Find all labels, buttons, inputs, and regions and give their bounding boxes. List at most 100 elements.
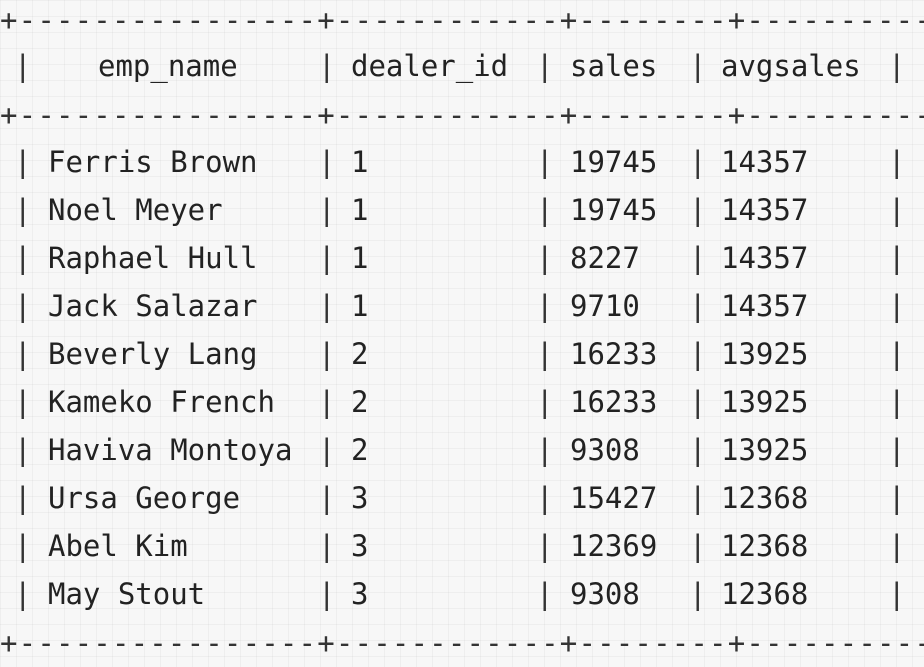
column-separator: | — [689, 385, 707, 419]
cell-dealer-id: 1 — [351, 241, 369, 275]
cell-dealer-id: 1 — [351, 145, 369, 179]
column-separator: | — [536, 49, 554, 83]
column-separator: | — [14, 289, 32, 323]
column-separator: | — [536, 337, 554, 371]
cell-avgsales: 13925 — [721, 433, 809, 467]
header-avgsales: avgsales — [721, 49, 861, 83]
column-separator: | — [536, 529, 554, 563]
column-separator: | — [888, 481, 906, 515]
cell-emp-name: Ursa George — [48, 481, 241, 515]
column-separator: | — [888, 241, 906, 275]
column-separator: | — [689, 337, 707, 371]
column-separator: | — [14, 529, 32, 563]
cell-avgsales: 14357 — [721, 241, 809, 275]
column-separator: | — [318, 433, 336, 467]
cell-avgsales: 14357 — [721, 145, 809, 179]
cell-dealer-id: 1 — [351, 193, 369, 227]
table-row: | Ferris Brown | 1 | 19745 | 14357 | — [0, 138, 924, 186]
cell-sales: 19745 — [570, 193, 658, 227]
column-separator: | — [888, 385, 906, 419]
column-separator: | — [536, 577, 554, 611]
table-border-header: +----------------+------------+--------+… — [0, 98, 924, 132]
cell-emp-name: Beverly Lang — [48, 337, 258, 371]
cell-sales: 12369 — [570, 529, 658, 563]
column-separator: | — [536, 433, 554, 467]
column-separator: | — [536, 289, 554, 323]
column-separator: | — [318, 193, 336, 227]
cell-emp-name: Ferris Brown — [48, 145, 258, 179]
column-separator: | — [689, 145, 707, 179]
column-separator: | — [888, 433, 906, 467]
cell-emp-name: May Stout — [48, 577, 206, 611]
cell-avgsales: 13925 — [721, 337, 809, 371]
column-separator: | — [318, 385, 336, 419]
cell-avgsales: 12368 — [721, 529, 809, 563]
column-separator: | — [14, 241, 32, 275]
cell-avgsales: 14357 — [721, 289, 809, 323]
column-separator: | — [14, 577, 32, 611]
cell-sales: 9308 — [570, 433, 640, 467]
table-row: | Beverly Lang | 2 | 16233 | 13925 | — [0, 330, 924, 378]
column-separator: | — [888, 577, 906, 611]
column-separator: | — [689, 481, 707, 515]
cell-emp-name: Jack Salazar — [48, 289, 258, 323]
cell-avgsales: 14357 — [721, 193, 809, 227]
table-header-row: | emp_name | dealer_id | sales | avgsale… — [0, 42, 924, 90]
cell-sales: 9308 — [570, 577, 640, 611]
column-separator: | — [888, 529, 906, 563]
column-separator: | — [536, 145, 554, 179]
cell-avgsales: 12368 — [721, 481, 809, 515]
column-separator: | — [318, 145, 336, 179]
column-separator: | — [689, 529, 707, 563]
column-separator: | — [14, 433, 32, 467]
column-separator: | — [689, 577, 707, 611]
cell-sales: 15427 — [570, 481, 658, 515]
header-sales: sales — [570, 49, 658, 83]
table-border-top: +----------------+------------+--------+… — [0, 3, 924, 37]
cell-emp-name: Kameko French — [48, 385, 275, 419]
cell-dealer-id: 3 — [351, 577, 369, 611]
cell-dealer-id: 2 — [351, 385, 369, 419]
cell-sales: 16233 — [570, 385, 658, 419]
column-separator: | — [14, 481, 32, 515]
column-separator: | — [318, 529, 336, 563]
cell-emp-name: Abel Kim — [48, 529, 188, 563]
column-separator: | — [14, 337, 32, 371]
table-row: | Abel Kim | 3 | 12369 | 12368 | — [0, 522, 924, 570]
table-row: | May Stout | 3 | 9308 | 12368 | — [0, 570, 924, 618]
column-separator: | — [689, 193, 707, 227]
table-row: | Jack Salazar | 1 | 9710 | 14357 | — [0, 282, 924, 330]
cell-sales: 8227 — [570, 241, 640, 275]
column-separator: | — [888, 337, 906, 371]
cell-dealer-id: 3 — [351, 481, 369, 515]
column-separator: | — [888, 193, 906, 227]
cell-avgsales: 13925 — [721, 385, 809, 419]
column-separator: | — [318, 289, 336, 323]
table-border-bottom: +----------------+------------+--------+… — [0, 626, 924, 660]
cell-avgsales: 12368 — [721, 577, 809, 611]
cell-dealer-id: 1 — [351, 289, 369, 323]
cell-dealer-id: 2 — [351, 433, 369, 467]
column-separator: | — [689, 241, 707, 275]
table-row: | Haviva Montoya | 2 | 9308 | 13925 | — [0, 426, 924, 474]
column-separator: | — [14, 385, 32, 419]
cell-sales: 19745 — [570, 145, 658, 179]
cell-sales: 16233 — [570, 337, 658, 371]
column-separator: | — [318, 49, 336, 83]
column-separator: | — [318, 481, 336, 515]
column-separator: | — [888, 145, 906, 179]
column-separator: | — [888, 289, 906, 323]
column-separator: | — [536, 385, 554, 419]
cell-emp-name: Haviva Montoya — [48, 433, 293, 467]
cell-emp-name: Noel Meyer — [48, 193, 223, 227]
cell-sales: 9710 — [570, 289, 640, 323]
cell-dealer-id: 3 — [351, 529, 369, 563]
column-separator: | — [318, 241, 336, 275]
table-row: | Noel Meyer | 1 | 19745 | 14357 | — [0, 186, 924, 234]
column-separator: | — [14, 49, 32, 83]
column-separator: | — [689, 433, 707, 467]
column-separator: | — [689, 49, 707, 83]
header-emp-name: emp_name — [98, 49, 238, 83]
column-separator: | — [888, 49, 906, 83]
